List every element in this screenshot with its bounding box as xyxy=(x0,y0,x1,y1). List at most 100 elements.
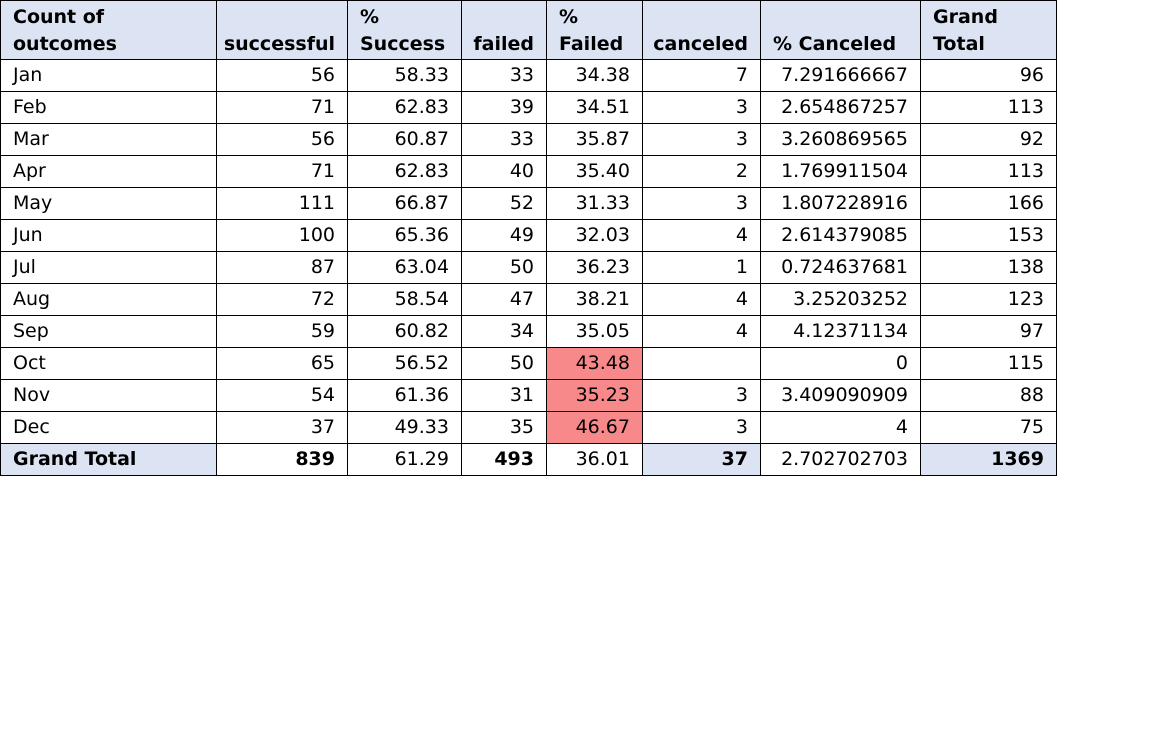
pct-success-cell[interactable]: 60.87 xyxy=(347,123,462,156)
failed-cell[interactable]: 34 xyxy=(461,315,547,348)
successful-cell[interactable]: 71 xyxy=(216,91,348,124)
header-successful-cell[interactable]: successful xyxy=(216,0,348,60)
pct-canceled-cell[interactable]: 4.12371134 xyxy=(760,315,921,348)
failed-cell[interactable]: 47 xyxy=(461,283,547,316)
total-successful-cell[interactable]: 839 xyxy=(216,443,348,476)
failed-cell[interactable]: 52 xyxy=(461,187,547,220)
pct-canceled-cell[interactable]: 3.260869565 xyxy=(760,123,921,156)
pct-success-cell[interactable]: 58.54 xyxy=(347,283,462,316)
month-cell[interactable]: Jun xyxy=(0,219,217,252)
pct-canceled-cell[interactable]: 1.807228916 xyxy=(760,187,921,220)
pct-failed-cell[interactable]: 46.67 xyxy=(546,411,643,444)
canceled-cell[interactable]: 2 xyxy=(642,155,761,188)
month-cell[interactable]: Oct xyxy=(0,347,217,380)
grand-total-cell[interactable]: 113 xyxy=(920,91,1057,124)
canceled-cell[interactable]: 4 xyxy=(642,219,761,252)
grand-total-cell[interactable]: 88 xyxy=(920,379,1057,412)
canceled-cell[interactable]: 3 xyxy=(642,187,761,220)
canceled-cell[interactable] xyxy=(642,347,761,380)
total-label-cell[interactable]: Grand Total xyxy=(0,443,217,476)
pct-success-cell[interactable]: 61.36 xyxy=(347,379,462,412)
canceled-cell[interactable]: 1 xyxy=(642,251,761,284)
total-grand-total-cell[interactable]: 1369 xyxy=(920,443,1057,476)
pct-success-cell[interactable]: 66.87 xyxy=(347,187,462,220)
total-pct-canceled-cell[interactable]: 2.702702703 xyxy=(760,443,921,476)
total-failed-cell[interactable]: 493 xyxy=(461,443,547,476)
grand-total-cell[interactable]: 97 xyxy=(920,315,1057,348)
pct-success-cell[interactable]: 56.52 xyxy=(347,347,462,380)
pct-canceled-cell[interactable]: 3.409090909 xyxy=(760,379,921,412)
grand-total-cell[interactable]: 115 xyxy=(920,347,1057,380)
pct-success-cell[interactable]: 62.83 xyxy=(347,91,462,124)
header-pct-canceled-cell[interactable]: % Canceled xyxy=(760,0,921,60)
pct-failed-cell[interactable]: 34.38 xyxy=(546,59,643,92)
pct-success-cell[interactable]: 62.83 xyxy=(347,155,462,188)
failed-cell[interactable]: 40 xyxy=(461,155,547,188)
pct-canceled-cell[interactable]: 0 xyxy=(760,347,921,380)
grand-total-cell[interactable]: 166 xyxy=(920,187,1057,220)
failed-cell[interactable]: 50 xyxy=(461,251,547,284)
pct-canceled-cell[interactable]: 1.769911504 xyxy=(760,155,921,188)
total-canceled-cell[interactable]: 37 xyxy=(642,443,761,476)
pct-failed-cell[interactable]: 34.51 xyxy=(546,91,643,124)
month-cell[interactable]: Jan xyxy=(0,59,217,92)
successful-cell[interactable]: 71 xyxy=(216,155,348,188)
pct-failed-cell[interactable]: 31.33 xyxy=(546,187,643,220)
successful-cell[interactable]: 59 xyxy=(216,315,348,348)
month-cell[interactable]: Aug xyxy=(0,283,217,316)
pct-success-cell[interactable]: 65.36 xyxy=(347,219,462,252)
successful-cell[interactable]: 72 xyxy=(216,283,348,316)
header-pct-failed-cell[interactable]: % Failed xyxy=(546,0,643,60)
pct-canceled-cell[interactable]: 7.291666667 xyxy=(760,59,921,92)
month-cell[interactable]: Jul xyxy=(0,251,217,284)
pct-failed-cell[interactable]: 35.23 xyxy=(546,379,643,412)
canceled-cell[interactable]: 3 xyxy=(642,411,761,444)
month-cell[interactable]: Mar xyxy=(0,123,217,156)
pct-canceled-cell[interactable]: 0.724637681 xyxy=(760,251,921,284)
grand-total-cell[interactable]: 138 xyxy=(920,251,1057,284)
successful-cell[interactable]: 54 xyxy=(216,379,348,412)
failed-cell[interactable]: 49 xyxy=(461,219,547,252)
failed-cell[interactable]: 31 xyxy=(461,379,547,412)
grand-total-cell[interactable]: 113 xyxy=(920,155,1057,188)
pct-canceled-cell[interactable]: 2.654867257 xyxy=(760,91,921,124)
canceled-cell[interactable]: 4 xyxy=(642,315,761,348)
header-pct-success-cell[interactable]: % Success xyxy=(347,0,462,60)
canceled-cell[interactable]: 3 xyxy=(642,123,761,156)
successful-cell[interactable]: 37 xyxy=(216,411,348,444)
grand-total-cell[interactable]: 92 xyxy=(920,123,1057,156)
pct-failed-cell[interactable]: 36.23 xyxy=(546,251,643,284)
pct-canceled-cell[interactable]: 2.614379085 xyxy=(760,219,921,252)
failed-cell[interactable]: 33 xyxy=(461,59,547,92)
canceled-cell[interactable]: 3 xyxy=(642,91,761,124)
total-pct-success-cell[interactable]: 61.29 xyxy=(347,443,462,476)
failed-cell[interactable]: 50 xyxy=(461,347,547,380)
month-cell[interactable]: May xyxy=(0,187,217,220)
month-cell[interactable]: Nov xyxy=(0,379,217,412)
grand-total-cell[interactable]: 153 xyxy=(920,219,1057,252)
grand-total-cell[interactable]: 96 xyxy=(920,59,1057,92)
pct-failed-cell[interactable]: 35.87 xyxy=(546,123,643,156)
month-cell[interactable]: Feb xyxy=(0,91,217,124)
failed-cell[interactable]: 35 xyxy=(461,411,547,444)
failed-cell[interactable]: 39 xyxy=(461,91,547,124)
successful-cell[interactable]: 56 xyxy=(216,59,348,92)
total-pct-failed-cell[interactable]: 36.01 xyxy=(546,443,643,476)
pct-failed-cell[interactable]: 38.21 xyxy=(546,283,643,316)
successful-cell[interactable]: 65 xyxy=(216,347,348,380)
pct-failed-cell[interactable]: 32.03 xyxy=(546,219,643,252)
header-label-cell[interactable]: Count of outcomes xyxy=(0,0,217,60)
pct-success-cell[interactable]: 58.33 xyxy=(347,59,462,92)
canceled-cell[interactable]: 3 xyxy=(642,379,761,412)
successful-cell[interactable]: 56 xyxy=(216,123,348,156)
month-cell[interactable]: Dec xyxy=(0,411,217,444)
pct-canceled-cell[interactable]: 4 xyxy=(760,411,921,444)
pct-success-cell[interactable]: 60.82 xyxy=(347,315,462,348)
grand-total-cell[interactable]: 75 xyxy=(920,411,1057,444)
successful-cell[interactable]: 111 xyxy=(216,187,348,220)
pct-success-cell[interactable]: 49.33 xyxy=(347,411,462,444)
header-failed-cell[interactable]: failed xyxy=(461,0,547,60)
successful-cell[interactable]: 87 xyxy=(216,251,348,284)
header-canceled-cell[interactable]: canceled xyxy=(642,0,761,60)
canceled-cell[interactable]: 7 xyxy=(642,59,761,92)
